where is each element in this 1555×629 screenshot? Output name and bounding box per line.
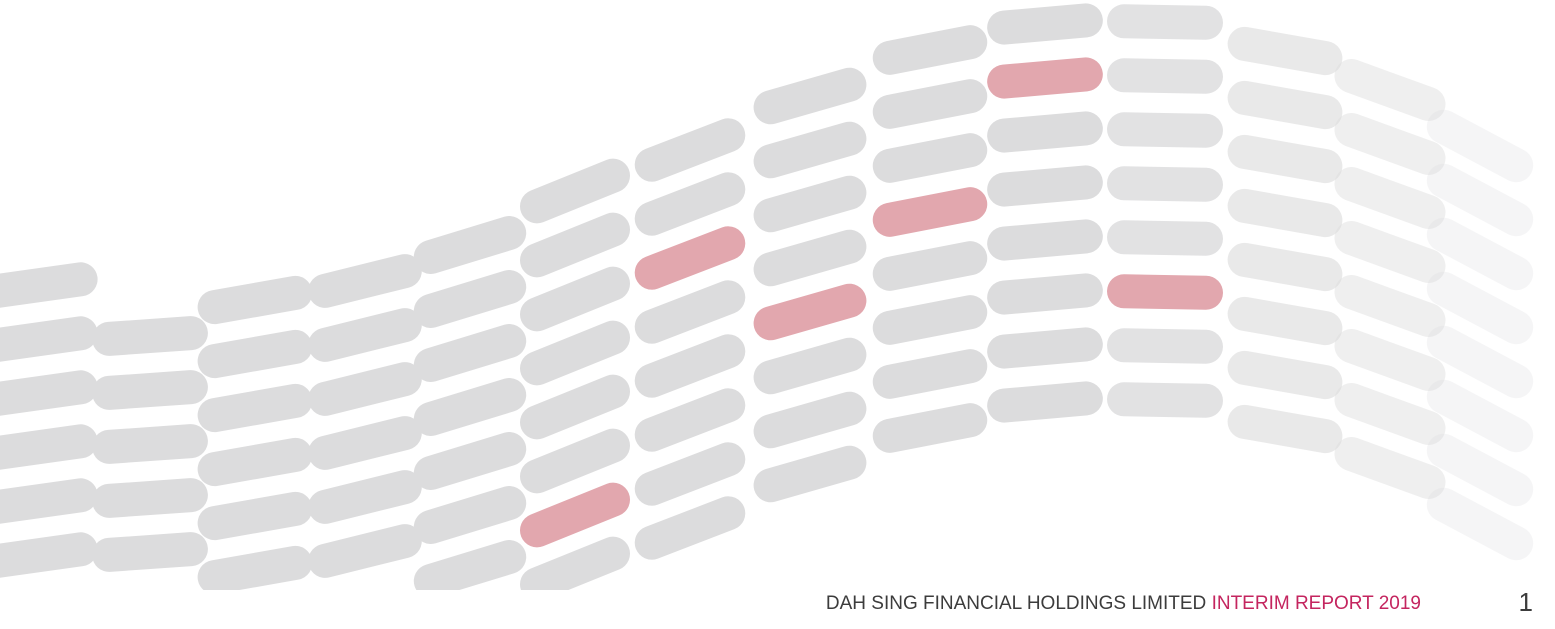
pill xyxy=(1107,58,1224,94)
pill xyxy=(1107,328,1224,364)
pill xyxy=(195,435,315,489)
pill xyxy=(870,346,990,402)
footer: DAH SING FINANCIAL HOLDINGS LIMITED INTE… xyxy=(0,593,1555,623)
pill xyxy=(986,164,1105,208)
pill xyxy=(410,320,531,386)
pill xyxy=(91,423,209,465)
pill xyxy=(410,374,531,440)
pill xyxy=(305,358,426,419)
pill xyxy=(0,422,100,472)
pill xyxy=(0,368,100,418)
pill xyxy=(91,315,209,357)
pill xyxy=(1225,132,1345,186)
pill xyxy=(410,428,531,494)
pill xyxy=(410,536,531,590)
company-name: DAH SING FINANCIAL HOLDINGS LIMITED xyxy=(826,593,1206,614)
pill xyxy=(986,218,1105,262)
pill xyxy=(1225,240,1345,294)
pill xyxy=(0,530,100,580)
pill xyxy=(305,466,426,527)
pill xyxy=(0,476,100,526)
pill xyxy=(1225,78,1345,132)
pill xyxy=(0,260,100,310)
pill xyxy=(1107,112,1224,148)
pill xyxy=(870,76,990,132)
pill xyxy=(750,118,871,183)
pill xyxy=(305,250,426,311)
pill xyxy=(750,226,871,291)
pill xyxy=(1225,402,1345,456)
pill xyxy=(195,543,315,590)
pill xyxy=(986,2,1105,46)
pill xyxy=(986,326,1105,370)
pill xyxy=(870,130,990,186)
pill xyxy=(1225,348,1345,402)
pill xyxy=(410,482,531,548)
pill xyxy=(1225,186,1345,240)
pill xyxy=(410,266,531,332)
pill xyxy=(870,22,990,78)
pill xyxy=(195,327,315,381)
pill xyxy=(986,110,1105,154)
pill xyxy=(195,381,315,435)
pill xyxy=(1107,382,1224,418)
page: DAH SING FINANCIAL HOLDINGS LIMITED INTE… xyxy=(0,0,1555,629)
pill xyxy=(870,400,990,456)
footer-text: DAH SING FINANCIAL HOLDINGS LIMITED INTE… xyxy=(826,593,1421,615)
pill xyxy=(986,380,1105,424)
pill-highlight xyxy=(750,280,871,345)
pill xyxy=(750,334,871,399)
pill xyxy=(410,212,531,278)
pill xyxy=(91,477,209,519)
pill xyxy=(1107,166,1224,202)
pill xyxy=(750,64,871,129)
pill xyxy=(750,172,871,237)
pill-highlight xyxy=(1107,274,1224,310)
pill xyxy=(0,314,100,364)
page-number: 1 xyxy=(1519,587,1533,618)
pill xyxy=(195,489,315,543)
pill xyxy=(750,388,871,453)
decorative-wave xyxy=(0,0,1555,590)
pill xyxy=(1225,24,1345,78)
pill xyxy=(986,272,1105,316)
pill xyxy=(91,531,209,573)
report-title: INTERIM REPORT 2019 xyxy=(1212,593,1421,614)
pill xyxy=(305,412,426,473)
pill-highlight xyxy=(870,184,990,240)
pill xyxy=(305,304,426,365)
pill xyxy=(870,238,990,294)
pill xyxy=(1225,294,1345,348)
pill xyxy=(870,292,990,348)
pill xyxy=(750,442,871,507)
pill xyxy=(91,369,209,411)
pill-highlight xyxy=(986,56,1105,100)
pill xyxy=(305,520,426,581)
pill xyxy=(1107,4,1224,40)
pill xyxy=(1107,220,1224,256)
pill xyxy=(195,273,315,327)
